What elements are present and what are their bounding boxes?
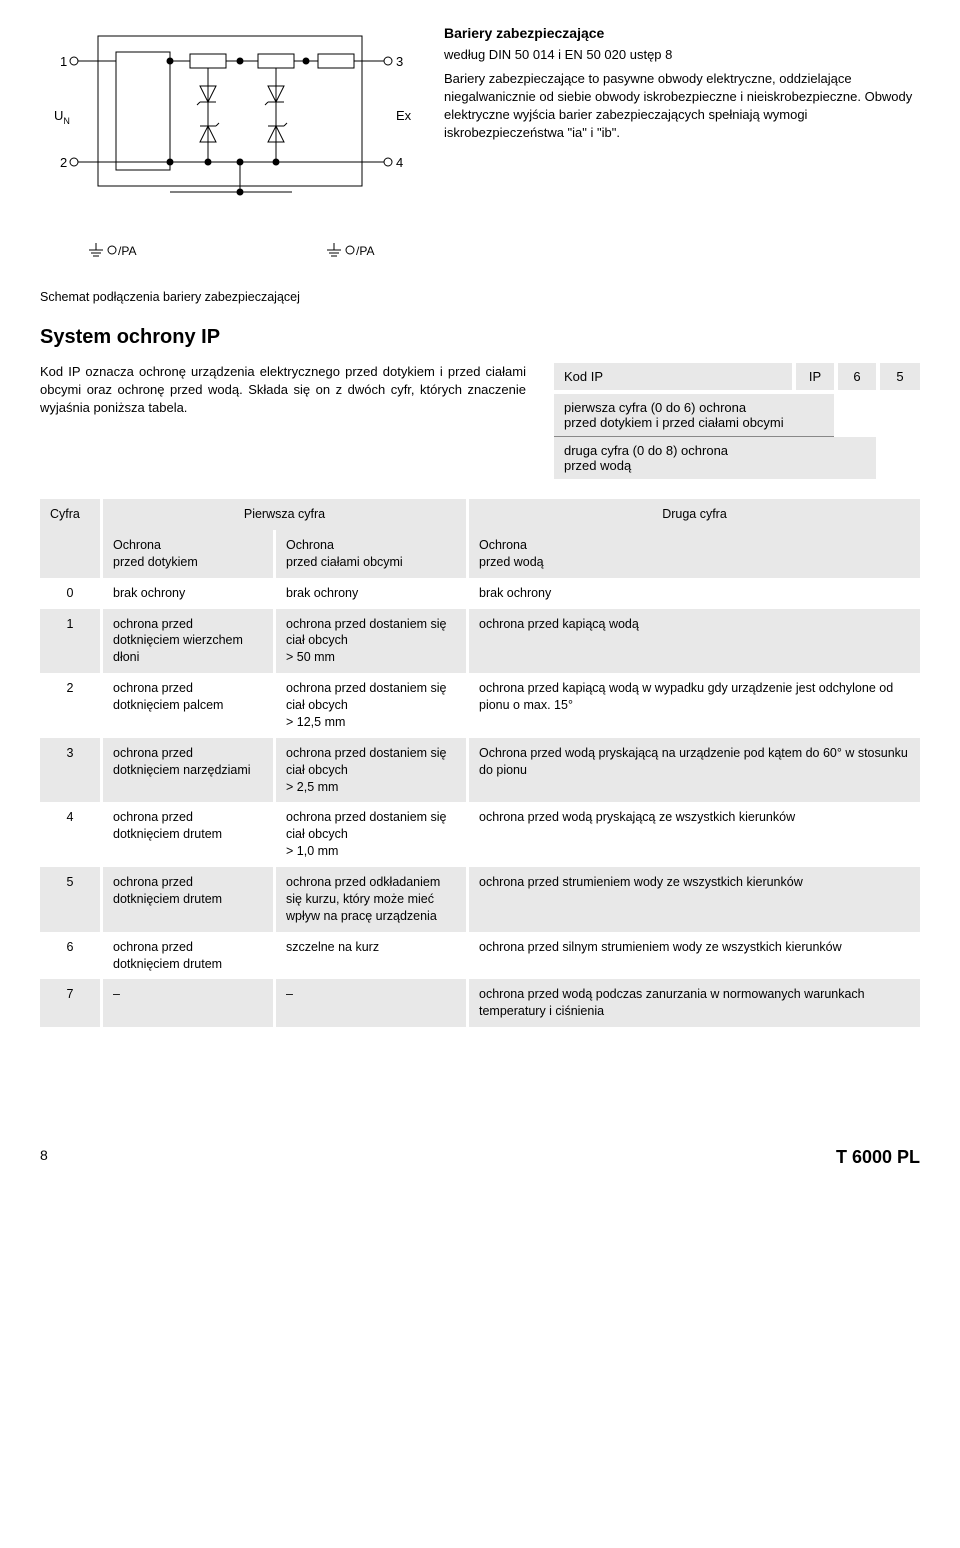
table-row: 1ochrona przed dotknięciem wierzchem dło… [40,609,920,674]
doc-code: T 6000 PL [836,1147,920,1168]
ip-first-line1: pierwsza cyfra (0 do 6) ochrona [564,400,746,415]
schematic-caption: Schemat podłączenia bariery zabezpieczaj… [40,290,420,304]
table-row: 6ochrona przed dotknięciem drutemszczeln… [40,932,920,980]
table-row: 0brak ochronybrak ochronybrak ochrony [40,578,920,609]
ip-letters: IP [794,363,836,392]
ip-first-line2: przed dotykiem i przed ciałami obcymi [564,415,784,430]
th-ciala: Ochronaprzed ciałami obcymi [276,530,466,578]
th-cyfra: Cyfra [40,499,100,578]
svg-text:Ex: Ex [396,108,412,123]
svg-text:3: 3 [396,54,403,69]
svg-text:/PA: /PA [356,244,374,258]
th-first-group: Pierwsza cyfra [103,499,466,530]
section-title: System ochrony IP [40,326,920,349]
schematic-subtitle: według DIN 50 014 i EN 50 020 ustęp 8 [444,46,920,64]
page-number: 8 [40,1147,48,1168]
th-second-group: Druga cyfra [469,499,920,530]
schematic-title: Bariery zabezpieczające [444,24,920,44]
table-row: 2ochrona przed dotknięciem palcemochrona… [40,673,920,738]
svg-text:/PA: /PA [118,244,136,258]
th-woda: Ochronaprzed wodą [469,530,920,578]
ip-digit2: 5 [878,363,920,392]
ip-intro-text: Kod IP oznacza ochronę urządzenia elektr… [40,363,526,479]
ip-code-box: Kod IP IP 6 5 pierwsza cyfra (0 do 6) oc… [554,363,920,479]
table-row: 3ochrona przed dotknięciem narzędziamioc… [40,738,920,803]
table-row: 7––ochrona przed wodą podczas zanurzania… [40,979,920,1027]
svg-text:UN: UN [54,108,70,126]
schematic-body: Bariery zabezpieczające to pasywne obwod… [444,70,920,143]
svg-text:1: 1 [60,54,67,69]
table-row: 4ochrona przed dotknięciem drutemochrona… [40,802,920,867]
ip-label: Kod IP [554,363,794,392]
table-row: 5ochrona przed dotknięciem drutemochrona… [40,867,920,932]
ip-digits-table: Cyfra Pierwsza cyfra Druga cyfra Ochrona… [40,499,920,1027]
th-dotyk: Ochronaprzed dotykiem [103,530,273,578]
ip-second-line2: przed wodą [564,458,631,473]
svg-text:4: 4 [396,155,403,170]
ip-digit1: 6 [836,363,878,392]
schematic-diagram: 1 3 2 4 UN Ex/PA/PA Schemat podłączenia barie… [40,24,420,304]
svg-text:2: 2 [60,155,67,170]
barrier-schematic-svg: 1 3 2 4 UN Ex/PA/PA [40,24,420,284]
ip-second-line1: druga cyfra (0 do 8) ochrona [564,443,728,458]
